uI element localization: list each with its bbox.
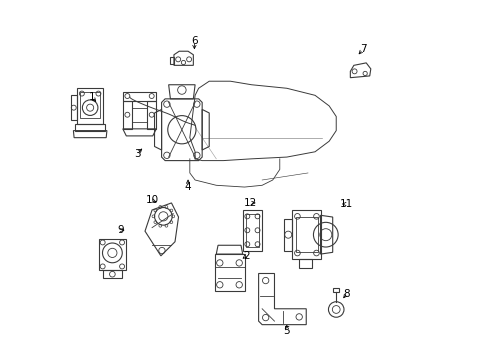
Text: 1: 1 [89, 92, 95, 102]
Text: 2: 2 [243, 251, 249, 261]
Text: 11: 11 [340, 199, 353, 209]
Text: 4: 4 [184, 182, 191, 192]
Text: 10: 10 [145, 195, 158, 206]
Text: 8: 8 [343, 289, 349, 298]
Text: 6: 6 [191, 36, 197, 46]
Text: 3: 3 [134, 149, 140, 158]
Text: 12: 12 [244, 198, 257, 208]
Text: 5: 5 [283, 326, 289, 336]
Text: 9: 9 [117, 225, 123, 235]
Text: 7: 7 [359, 45, 366, 54]
